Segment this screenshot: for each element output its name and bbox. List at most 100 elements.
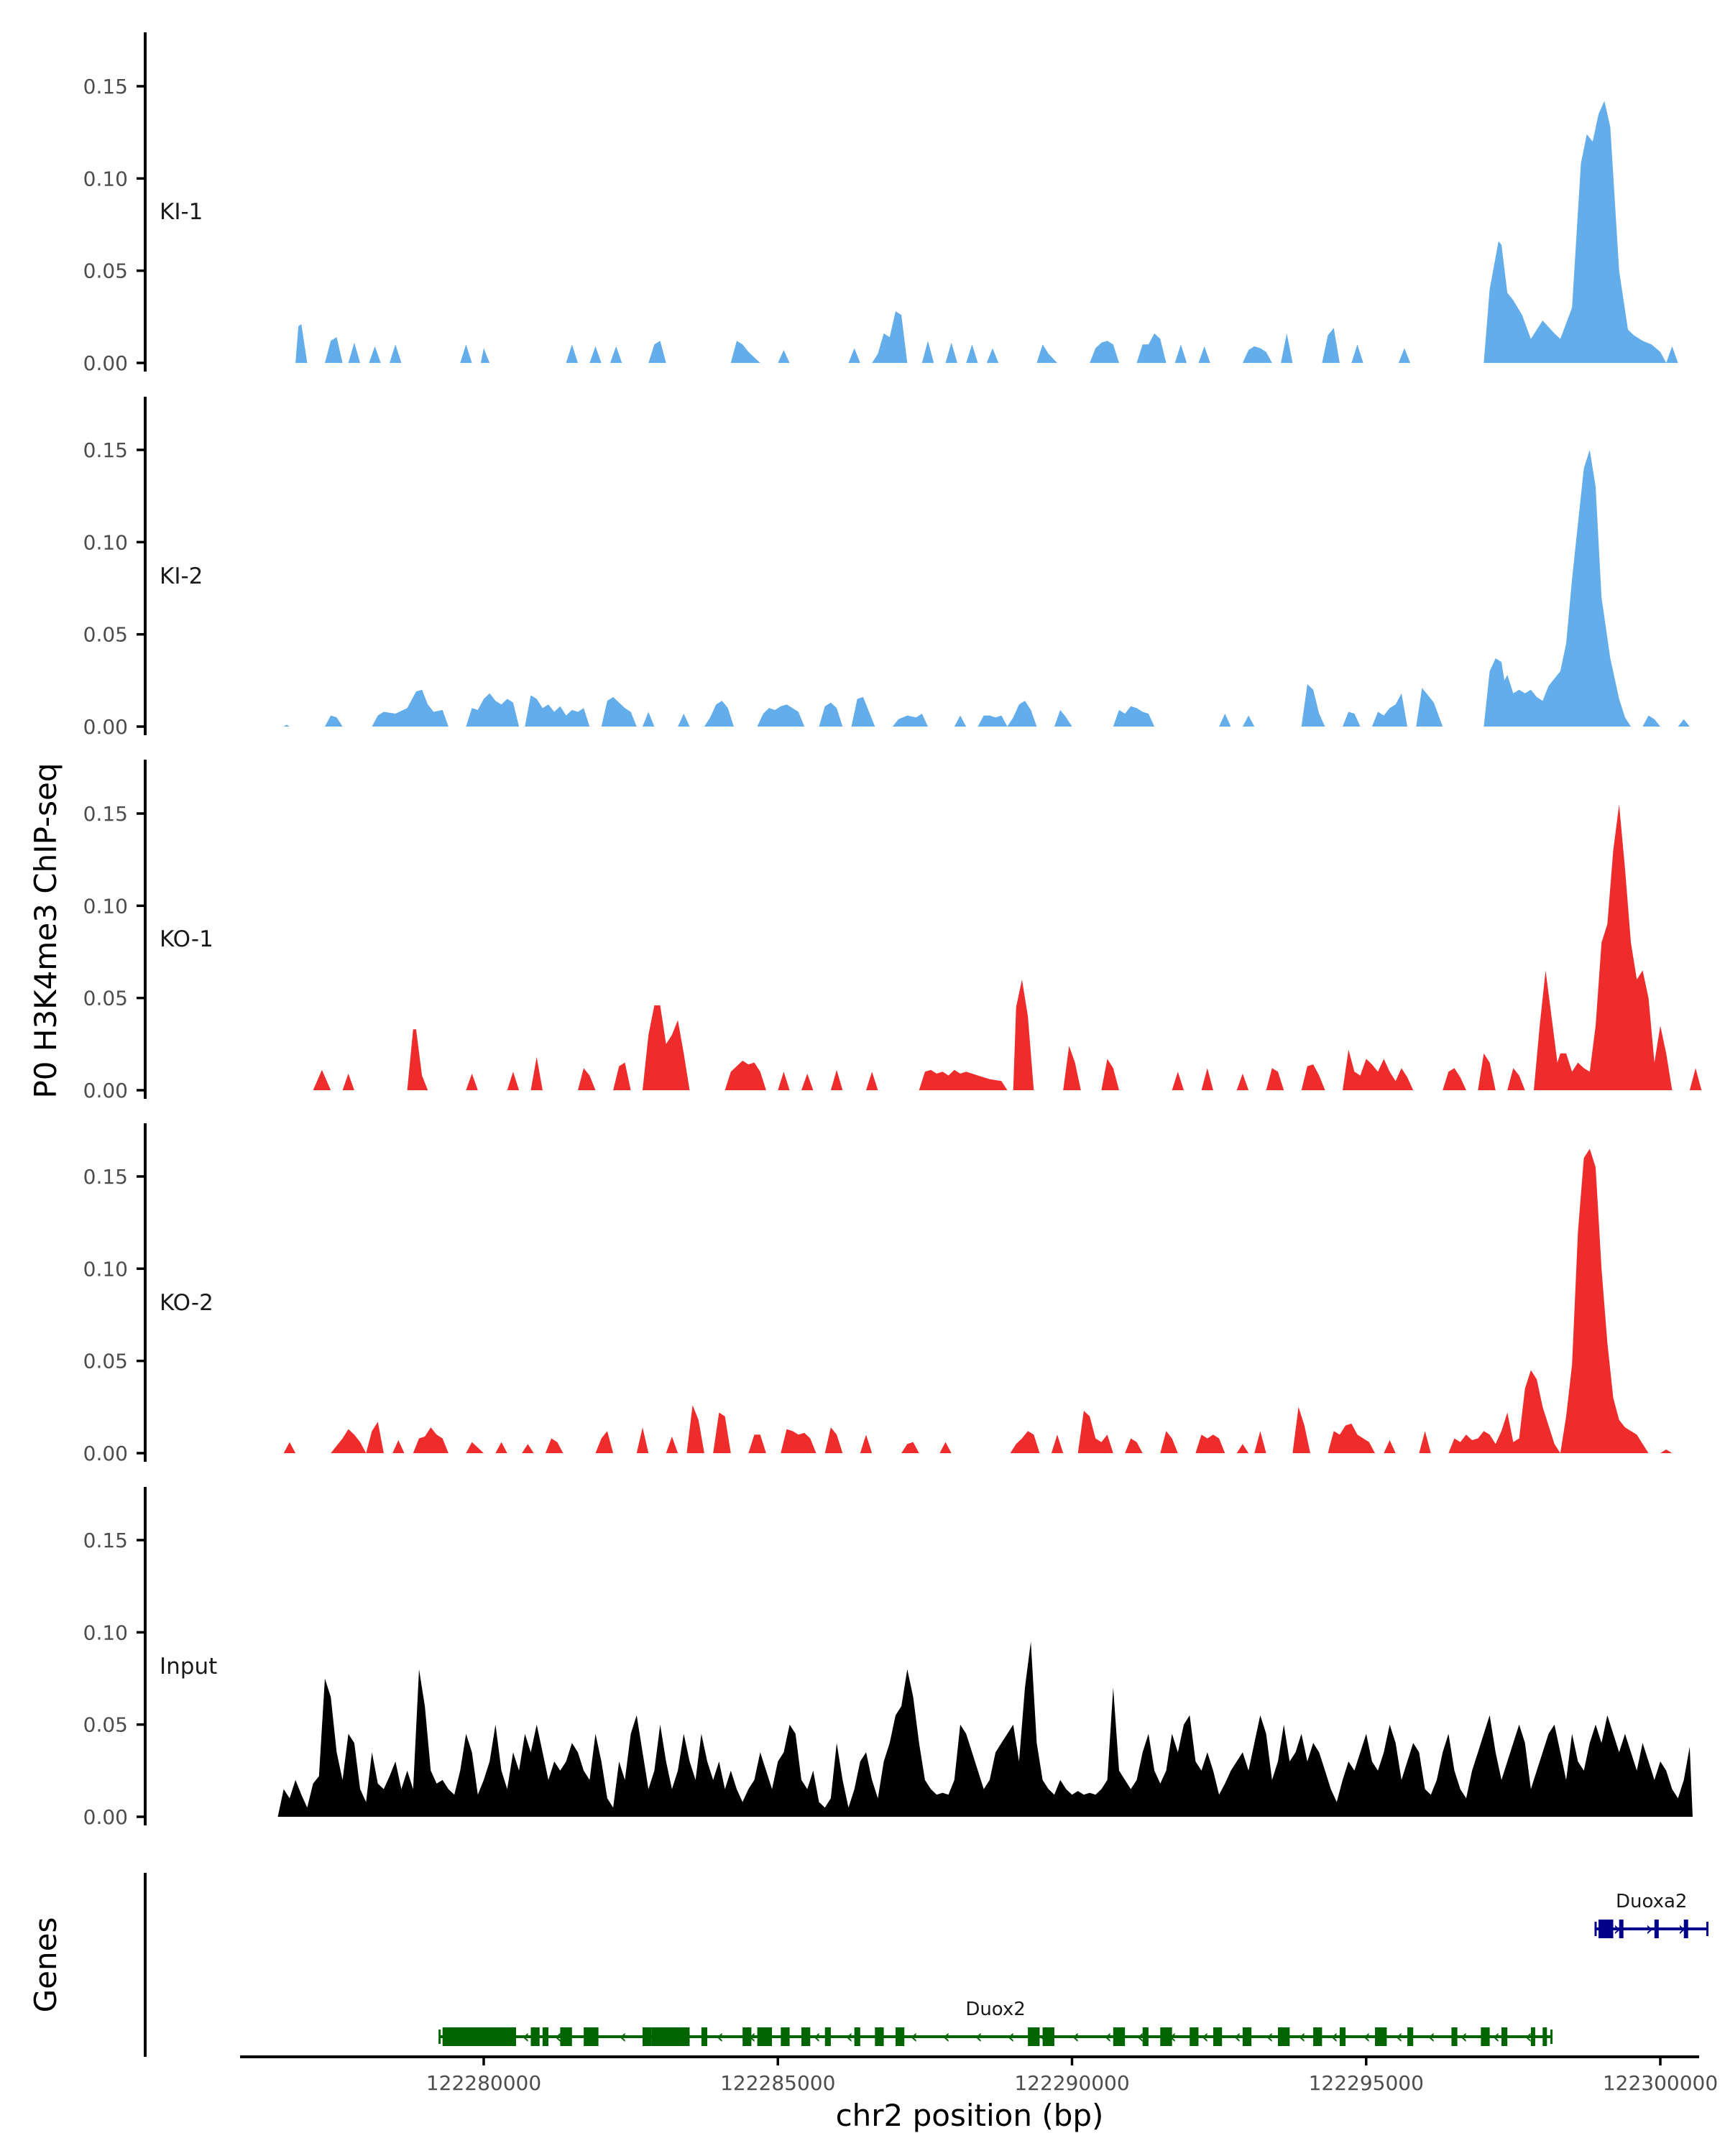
y-tick-label: 0.00 xyxy=(83,1079,128,1102)
gene-exon xyxy=(801,2027,811,2046)
gene-exon xyxy=(1501,2027,1508,2046)
strand-arrow: ‹ xyxy=(1298,2024,1306,2048)
strand-arrow: ‹ xyxy=(1363,2024,1371,2048)
strand-arrow: ‹ xyxy=(910,2024,918,2048)
gene-exon xyxy=(1042,2027,1054,2046)
coverage-area xyxy=(313,804,1702,1090)
gene-exon xyxy=(1190,2027,1199,2046)
gene-duoxa2: › › › Duoxa2 xyxy=(1594,1891,1708,1940)
y-tick-label: 0.15 xyxy=(83,438,128,462)
y-tick-label: 0.10 xyxy=(83,894,128,918)
y-tick-label: 0.15 xyxy=(83,802,128,826)
strand-arrow: ‹ xyxy=(1007,2024,1015,2048)
gene-exon xyxy=(701,2027,708,2046)
gene-exon xyxy=(1028,2027,1040,2046)
y-tick-label: 0.05 xyxy=(83,259,128,283)
gene-exon xyxy=(895,2027,905,2046)
track-input: 0.00 0.05 0.10 0.15 Input xyxy=(83,1487,1693,1829)
strand-arrow: ‹ xyxy=(554,2024,562,2048)
strand-arrow: › xyxy=(1645,1917,1653,1940)
y-tick-label: 0.15 xyxy=(83,75,128,98)
gene-exon xyxy=(1654,1920,1659,1938)
y-tick-label: 0.05 xyxy=(83,1713,128,1737)
coverage-area xyxy=(283,450,1690,727)
coverage-area xyxy=(295,101,1678,363)
gene-exon xyxy=(854,2027,860,2046)
track-ki-1: 0.00 0.05 0.10 0.15 KI-1 xyxy=(83,32,1678,375)
y-axis-title: P0 H3K4me3 ChIP-seq xyxy=(28,763,63,1098)
track-label: KO-2 xyxy=(160,1290,213,1316)
strand-arrow: ‹ xyxy=(845,2024,853,2048)
gene-exon xyxy=(824,2027,831,2046)
strand-arrow: ‹ xyxy=(1072,2024,1080,2048)
track-ko-1: 0.00 0.05 0.10 0.15 KO-1 xyxy=(83,760,1702,1102)
track-label: Input xyxy=(160,1654,217,1680)
strand-arrow: ‹ xyxy=(1169,2024,1177,2048)
strand-arrow: › xyxy=(1678,1917,1685,1940)
strand-arrow: ‹ xyxy=(748,2024,756,2048)
x-axis-title: chr2 position (bp) xyxy=(836,2098,1104,2133)
coverage-area xyxy=(277,1641,1693,1817)
gene-exon xyxy=(1339,2027,1346,2046)
gene-exon xyxy=(1683,1920,1688,1938)
y-tick-label: 0.05 xyxy=(83,987,128,1010)
gene-exon xyxy=(781,2027,790,2046)
strand-arrow: ‹ xyxy=(942,2024,950,2048)
strand-arrow: ‹ xyxy=(1104,2024,1112,2048)
y-tick-label: 0.15 xyxy=(83,1165,128,1189)
strand-arrow: ‹ xyxy=(716,2024,724,2048)
y-tick-label: 0.00 xyxy=(83,351,128,375)
gene-exon xyxy=(560,2027,572,2046)
strand-arrow: ‹ xyxy=(1233,2024,1241,2048)
coverage-tracks: 0.00 0.05 0.10 0.15 KI-1 0.00 0.05 0.10 0.15 KI-2… xyxy=(83,32,1702,1829)
y-tick-label: 0.00 xyxy=(83,1805,128,1829)
strand-arrow: ‹ xyxy=(1136,2024,1144,2048)
gene-exon xyxy=(1160,2027,1172,2046)
coverage-area xyxy=(283,1148,1673,1453)
gene-exon xyxy=(1407,2027,1414,2046)
strand-arrow: ‹ xyxy=(1201,2024,1209,2048)
gene-exon xyxy=(1277,2027,1290,2046)
strand-arrow: ‹ xyxy=(522,2024,530,2048)
track-label: KO-1 xyxy=(160,926,213,952)
x-tick-label: 122285000 xyxy=(720,2071,835,2095)
gene-exon xyxy=(1542,2027,1547,2046)
gene-exon xyxy=(530,2027,540,2046)
strand-arrow: ‹ xyxy=(1330,2024,1338,2048)
track-label: KI-1 xyxy=(160,199,203,225)
gene-exon xyxy=(1113,2027,1126,2046)
strand-arrow: ‹ xyxy=(1492,2024,1500,2048)
gene-exon xyxy=(442,2027,517,2046)
track-ki-2: 0.00 0.05 0.10 0.15 KI-2 xyxy=(83,397,1690,739)
strand-arrow: ‹ xyxy=(1460,2024,1468,2048)
gene-exon xyxy=(1619,1920,1624,1938)
gene-annotation-panel: Genes › › › Duoxa2 ‹ ‹ ‹ ‹ ‹ ‹ ‹ ‹ ‹ ‹ ‹ ‹ ‹ ‹ ‹ ‹ ‹ ‹ ‹ ‹ ‹ ‹ ‹ ‹ ‹… xyxy=(28,1873,1708,2057)
gene-name-label: Duoxa2 xyxy=(1616,1891,1687,1912)
gene-exon xyxy=(1213,2027,1223,2046)
x-axis: chr2 position (bp) 122280000 122285000 122… xyxy=(240,2055,1718,2133)
y-tick-label: 0.10 xyxy=(83,1257,128,1281)
y-tick-label: 0.05 xyxy=(83,623,128,647)
strand-arrow: ‹ xyxy=(1524,2024,1532,2048)
y-tick-label: 0.05 xyxy=(83,1350,128,1373)
y-tick-label: 0.15 xyxy=(83,1529,128,1552)
y-tick-label: 0.10 xyxy=(83,1621,128,1644)
track-label: KI-2 xyxy=(160,563,203,589)
strand-arrow: › xyxy=(1613,1917,1621,1940)
y-tick-label: 0.00 xyxy=(83,715,128,739)
strand-arrow: ‹ xyxy=(1427,2024,1435,2048)
y-tick-label: 0.10 xyxy=(83,167,128,190)
gene-exon xyxy=(1481,2027,1490,2046)
track-ko-2: 0.00 0.05 0.10 0.15 KO-2 xyxy=(83,1123,1673,1465)
gene-exon xyxy=(1451,2027,1458,2046)
gene-exon xyxy=(651,2027,690,2046)
y-tick-label: 0.10 xyxy=(83,530,128,554)
strand-arrow: ‹ xyxy=(1266,2024,1274,2048)
gene-exon xyxy=(757,2027,773,2046)
gene-exon xyxy=(642,2027,652,2046)
gene-panel-label: Genes xyxy=(28,1917,63,2013)
strand-arrow: ‹ xyxy=(619,2024,627,2048)
gene-name-label: Duox2 xyxy=(965,1999,1026,2020)
x-tick-label: 122290000 xyxy=(1014,2071,1129,2095)
